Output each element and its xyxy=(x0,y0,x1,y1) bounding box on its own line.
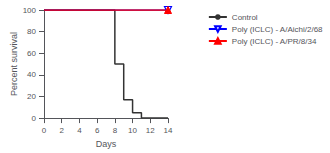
svg-text:Control: Control xyxy=(232,13,258,22)
svg-text:2: 2 xyxy=(59,126,64,135)
svg-text:10: 10 xyxy=(128,126,137,135)
svg-text:12: 12 xyxy=(146,126,155,135)
svg-text:100: 100 xyxy=(23,6,37,15)
svg-text:40: 40 xyxy=(27,70,36,79)
svg-text:0: 0 xyxy=(42,126,47,135)
svg-text:Days: Days xyxy=(96,139,117,149)
svg-text:Percent survival: Percent survival xyxy=(9,32,19,96)
svg-text:8: 8 xyxy=(113,126,118,135)
svg-text:80: 80 xyxy=(27,27,36,36)
svg-text:14: 14 xyxy=(164,126,173,135)
svg-text:Poly (ICLC) - A/Aichi/2/68: Poly (ICLC) - A/Aichi/2/68 xyxy=(232,25,323,34)
svg-text:Poly (ICLC) - A/PR/8/34: Poly (ICLC) - A/PR/8/34 xyxy=(232,37,317,46)
svg-text:4: 4 xyxy=(77,126,82,135)
svg-text:6: 6 xyxy=(95,126,100,135)
svg-text:20: 20 xyxy=(27,92,36,101)
svg-text:60: 60 xyxy=(27,49,36,58)
svg-text:0: 0 xyxy=(32,114,37,123)
